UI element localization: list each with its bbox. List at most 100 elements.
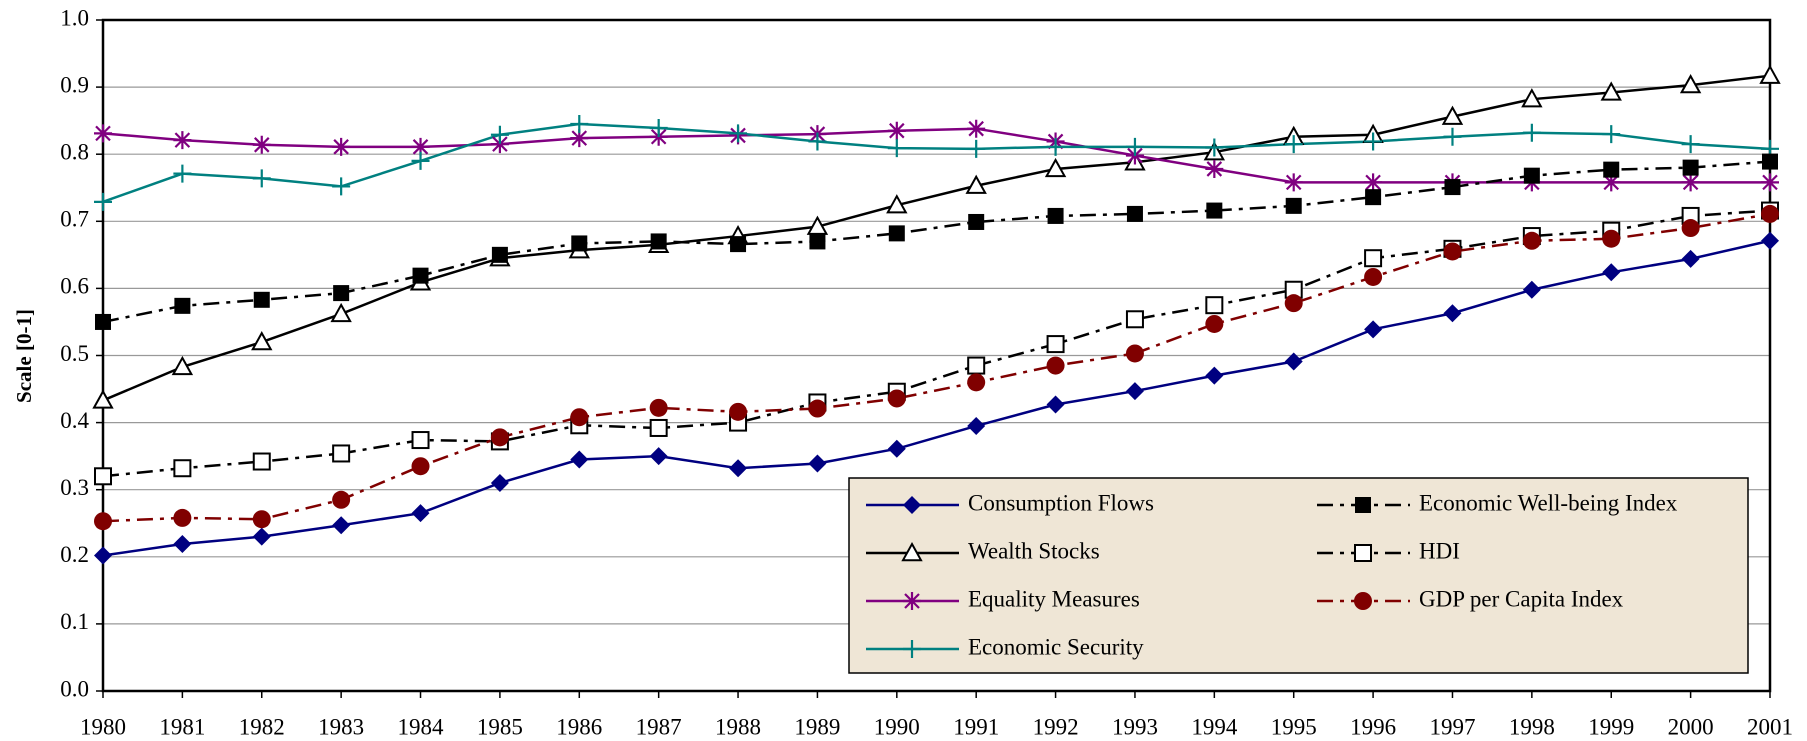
series-line bbox=[102, 239, 1771, 557]
marker bbox=[94, 467, 112, 486]
marker bbox=[1364, 249, 1383, 268]
marker bbox=[887, 139, 906, 158]
marker bbox=[1681, 135, 1700, 154]
marker bbox=[1761, 231, 1779, 250]
marker bbox=[252, 510, 271, 529]
marker bbox=[1355, 497, 1371, 513]
marker bbox=[491, 246, 508, 263]
marker bbox=[649, 119, 668, 138]
marker bbox=[1443, 127, 1462, 146]
x-tick-label: 1994 bbox=[1191, 714, 1238, 739]
y-tick-label: 0.1 bbox=[60, 609, 89, 634]
marker bbox=[173, 508, 192, 527]
marker bbox=[92, 389, 114, 409]
marker bbox=[903, 496, 921, 514]
marker bbox=[1441, 105, 1464, 125]
marker bbox=[887, 439, 906, 458]
x-tick-label: 1989 bbox=[794, 714, 840, 739]
marker bbox=[173, 164, 192, 183]
marker bbox=[173, 459, 192, 478]
marker bbox=[729, 459, 748, 478]
marker bbox=[967, 139, 986, 158]
marker bbox=[1284, 173, 1303, 192]
marker bbox=[490, 428, 509, 447]
y-tick-label: 0.9 bbox=[60, 72, 89, 97]
marker bbox=[1762, 153, 1778, 170]
marker bbox=[649, 398, 668, 417]
marker bbox=[1125, 310, 1144, 329]
marker bbox=[901, 541, 923, 562]
series-line bbox=[102, 212, 1771, 523]
marker bbox=[94, 546, 112, 565]
y-tick-label: 0.5 bbox=[60, 341, 89, 366]
marker bbox=[411, 431, 430, 450]
legend-label: HDI bbox=[1419, 538, 1460, 563]
marker bbox=[253, 291, 270, 308]
marker bbox=[903, 592, 921, 610]
x-tick-label: 1981 bbox=[159, 714, 205, 739]
x-tick-label: 1990 bbox=[874, 714, 920, 739]
legend-label: GDP per Capita Index bbox=[1419, 586, 1624, 611]
marker bbox=[1603, 161, 1620, 178]
series-line bbox=[102, 127, 1770, 184]
marker bbox=[730, 236, 747, 253]
marker bbox=[332, 177, 351, 196]
y-tick-label: 0.4 bbox=[60, 408, 89, 433]
marker bbox=[252, 452, 271, 471]
marker bbox=[251, 331, 273, 351]
y-tick-label: 0.7 bbox=[60, 207, 89, 232]
x-tick-label: 2001 bbox=[1747, 714, 1793, 739]
marker bbox=[1205, 159, 1224, 178]
marker bbox=[332, 137, 351, 156]
x-tick-label: 1980 bbox=[80, 714, 126, 739]
marker bbox=[570, 450, 589, 469]
marker bbox=[967, 119, 986, 138]
y-tick-label: 0.8 bbox=[60, 139, 89, 164]
marker bbox=[173, 131, 192, 150]
marker bbox=[332, 444, 351, 463]
marker bbox=[1046, 137, 1065, 156]
marker bbox=[1681, 219, 1700, 238]
y-tick-label: 0.2 bbox=[60, 542, 89, 567]
marker bbox=[1522, 123, 1541, 142]
marker bbox=[1523, 167, 1540, 184]
marker bbox=[1761, 173, 1779, 192]
y-tick-label: 0.3 bbox=[60, 475, 89, 500]
x-tick-label: 2000 bbox=[1668, 714, 1714, 739]
marker bbox=[1365, 189, 1382, 206]
x-tick-label: 1986 bbox=[556, 714, 602, 739]
plot-frame bbox=[101, 18, 1772, 693]
series-line bbox=[102, 74, 1771, 402]
marker bbox=[490, 125, 509, 144]
x-tick-label: 1982 bbox=[239, 714, 285, 739]
marker bbox=[729, 402, 748, 421]
marker bbox=[95, 313, 111, 330]
marker bbox=[808, 132, 827, 151]
marker bbox=[1046, 395, 1065, 414]
marker bbox=[490, 135, 509, 154]
marker bbox=[1682, 159, 1699, 176]
marker bbox=[173, 535, 192, 554]
marker bbox=[171, 355, 194, 376]
marker bbox=[1522, 280, 1541, 299]
marker bbox=[1443, 242, 1462, 261]
marker bbox=[1205, 314, 1224, 333]
legend-box bbox=[848, 477, 1749, 674]
marker bbox=[1521, 88, 1543, 108]
marker bbox=[1205, 296, 1224, 315]
marker bbox=[1602, 125, 1621, 144]
marker bbox=[1761, 204, 1779, 223]
marker bbox=[809, 233, 826, 250]
marker bbox=[808, 399, 827, 418]
legend-label: Consumption Flows bbox=[968, 490, 1154, 515]
marker bbox=[94, 124, 112, 143]
marker bbox=[252, 527, 271, 546]
marker bbox=[412, 267, 429, 284]
marker bbox=[333, 285, 350, 302]
marker bbox=[252, 169, 271, 188]
marker bbox=[252, 135, 271, 154]
x-tick-label: 1988 bbox=[715, 714, 761, 739]
marker bbox=[1284, 352, 1303, 371]
marker bbox=[1125, 344, 1144, 363]
